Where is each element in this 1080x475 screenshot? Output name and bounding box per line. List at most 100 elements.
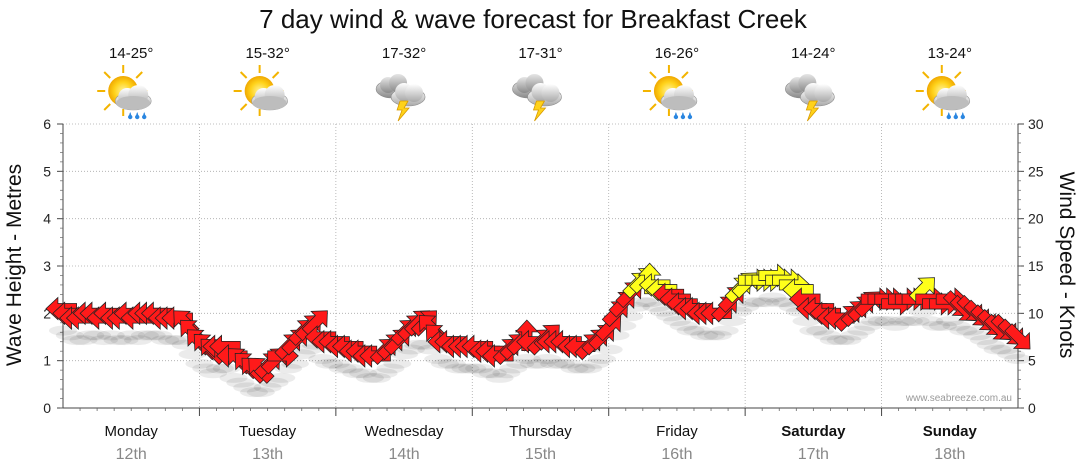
arrow-shadow (983, 344, 1012, 355)
thunderstorm-icon (784, 73, 835, 122)
arrow-shadow (158, 335, 187, 346)
arrow-shadow (55, 330, 84, 341)
sun-cloud-rain-icon (641, 64, 698, 120)
arrow-shadow (840, 330, 869, 341)
arrow-shadow (465, 363, 494, 374)
arrow-shadow (758, 292, 787, 303)
arrow-shadow (485, 372, 514, 383)
right-tick-label: 5 (1028, 353, 1036, 369)
arrow-shadow (253, 382, 282, 393)
arrow-shadow (308, 354, 337, 364)
temperature-range-label: 15-32° (245, 45, 289, 62)
sun-cloud-rain-icon (914, 64, 971, 120)
arrow-shadow (226, 377, 255, 388)
arrow-shadow (710, 325, 739, 336)
arrow-shadow (731, 301, 760, 312)
arrow-shadow (69, 335, 98, 346)
right-tick-label: 25 (1028, 163, 1044, 179)
arrow-shadow (137, 330, 166, 341)
day-name-label: Monday (105, 423, 159, 440)
day-name-label: Wednesday (365, 423, 444, 440)
arrow-shadow (451, 363, 480, 374)
arrow-shadow (867, 316, 896, 327)
arrow-shadow (997, 349, 1026, 360)
arrow-shadow (574, 363, 603, 374)
arrow-shadow (594, 344, 623, 355)
left-tick-label: 4 (43, 211, 51, 227)
arrow-shadow (690, 330, 719, 341)
arrow-shadow (922, 320, 951, 331)
day-date-label: 14th (389, 446, 420, 463)
credit-text: www.seabreeze.com.au (905, 393, 1012, 404)
arrow-shadow (362, 372, 391, 383)
arrow-shadow (969, 335, 998, 346)
arrow-shadow (437, 358, 466, 369)
arrow-shadow (62, 335, 91, 346)
left-tick-label: 0 (43, 400, 51, 416)
arrow-shadow (744, 297, 773, 308)
arrow-shadow (540, 358, 569, 369)
left-tick-label: 5 (43, 163, 51, 179)
arrow-shadow (328, 363, 357, 374)
arrow-shadow (124, 335, 153, 346)
arrow-shadow (963, 330, 992, 341)
right-tick-label: 10 (1028, 305, 1044, 321)
arrow-shadow (874, 316, 903, 327)
arrow-shadow (853, 320, 882, 331)
arrow-shadow (396, 344, 425, 355)
arrow-shadow (376, 363, 405, 374)
arrow-shadow (151, 335, 180, 346)
arrow-shadow (935, 316, 964, 327)
thunderstorm-icon (375, 73, 426, 122)
arrow-shadow (471, 368, 500, 379)
arrow-shadow (888, 316, 917, 327)
arrow-shadow (683, 325, 712, 336)
arrow-shadow (512, 354, 541, 364)
day-name-label: Tuesday (239, 423, 296, 440)
arrow-shadow (826, 335, 855, 346)
day-date-label: 15th (525, 446, 556, 463)
left-tick-label: 1 (43, 353, 51, 369)
arrow-shadow (199, 368, 228, 379)
right-axis-title: Wind Speed - Knots (1055, 172, 1078, 359)
temperature-range-label: 17-31° (518, 45, 562, 62)
left-tick-label: 6 (43, 116, 51, 132)
arrow-shadow (267, 372, 296, 383)
arrow-shadow (676, 325, 705, 336)
arrow-shadow (928, 320, 957, 331)
arrow-shadow (390, 349, 419, 360)
arrow-shadow (164, 335, 193, 346)
arrow-shadow (737, 297, 766, 308)
arrow-shadow (130, 330, 159, 341)
chart-title: 7 day wind & wave forecast for Breakfast… (259, 4, 808, 34)
arrow-shadow (117, 330, 146, 341)
day-date-label: 16th (661, 446, 692, 463)
arrow-shadow (233, 382, 262, 393)
thunderstorm-icon (512, 73, 562, 122)
arrow-shadow (697, 330, 726, 341)
temperature-range-label: 17-32° (382, 45, 426, 62)
temperature-range-label: 13-24° (928, 45, 972, 62)
arrow-shadow (192, 363, 221, 374)
arrow-shadow (212, 363, 241, 374)
arrow-shadow (990, 344, 1019, 355)
arrow-shadow (1004, 354, 1032, 364)
day-name-label: Thursday (509, 423, 572, 440)
arrow-shadow (424, 354, 453, 364)
arrow-shadow (431, 358, 459, 369)
arrow-shadow (315, 358, 344, 369)
arrow-shadow (96, 330, 125, 341)
day-date-label: 18th (934, 446, 965, 463)
wind-arrow (1004, 323, 1031, 350)
arrow-shadow (901, 316, 930, 327)
arrow-shadow (751, 297, 780, 308)
arrow-shadow (581, 358, 610, 369)
arrow-shadow (567, 363, 596, 374)
arrow-shadow (89, 335, 118, 346)
arrow-shadow (949, 325, 978, 336)
arrow-shadow (847, 325, 876, 336)
arrow-shadow (915, 316, 944, 327)
arrow-shadow (444, 363, 473, 374)
day-name-label: Sunday (923, 423, 978, 440)
arrow-shadow (178, 349, 207, 360)
